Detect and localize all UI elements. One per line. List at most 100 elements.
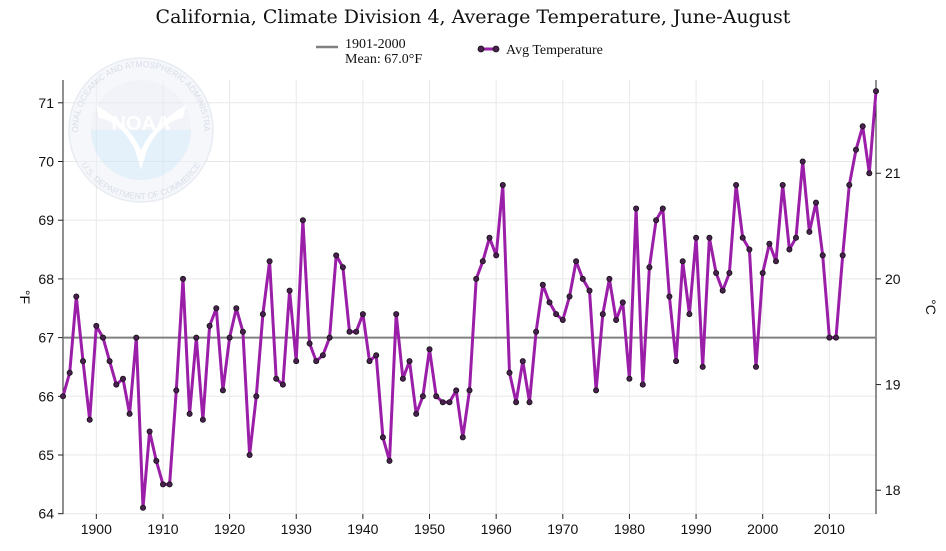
legend-series-label: Avg Temperature <box>506 43 603 58</box>
data-point <box>206 322 213 329</box>
data-point <box>193 334 200 341</box>
data-point <box>419 393 426 400</box>
data-point <box>626 375 633 382</box>
data-point <box>120 375 127 382</box>
data-point <box>299 217 306 224</box>
y-right-tick-label: 20 <box>885 271 901 287</box>
data-point <box>753 363 760 370</box>
data-point <box>126 410 133 417</box>
data-point <box>639 381 646 388</box>
y-right-tick-label: 18 <box>885 482 901 498</box>
y-right-tick-label: 19 <box>885 377 901 393</box>
data-point <box>279 381 286 388</box>
x-tick-label: 1960 <box>481 521 512 537</box>
data-point <box>646 264 653 271</box>
data-point <box>106 358 113 365</box>
data-point <box>499 181 506 188</box>
data-point <box>579 275 586 282</box>
data-point <box>793 234 800 241</box>
data-point <box>519 358 526 365</box>
data-point <box>346 328 353 335</box>
data-point <box>239 328 246 335</box>
data-point <box>473 275 480 282</box>
y-tick-label: 67 <box>38 330 54 346</box>
data-point <box>446 399 453 406</box>
data-point <box>266 258 273 265</box>
data-point <box>779 181 786 188</box>
data-point <box>453 387 460 394</box>
data-point <box>459 434 466 441</box>
data-point <box>759 269 766 276</box>
data-point <box>673 358 680 365</box>
x-tick-label: 1950 <box>414 521 445 537</box>
data-point <box>406 358 413 365</box>
y-axis-label: °F <box>17 290 33 304</box>
data-point <box>113 381 120 388</box>
data-point <box>773 258 780 265</box>
data-point <box>373 352 380 359</box>
data-point <box>539 281 546 288</box>
data-point <box>786 246 793 253</box>
data-point <box>86 416 93 423</box>
y-right-axis-label: °C <box>923 299 939 315</box>
data-point <box>233 305 240 312</box>
y-right-tick-label: 21 <box>885 165 901 181</box>
data-point <box>666 293 673 300</box>
data-point <box>526 399 533 406</box>
y-right-axis-ticks: 18 19 20 21 <box>876 165 901 498</box>
data-point <box>146 428 153 435</box>
data-point <box>366 358 373 365</box>
data-point <box>693 234 700 241</box>
data-point <box>586 287 593 294</box>
x-tick-label: 1910 <box>147 521 178 537</box>
data-point <box>213 305 220 312</box>
data-point <box>606 275 613 282</box>
data-point <box>493 252 500 259</box>
chart-title: California, Climate Division 4, Average … <box>155 6 791 28</box>
data-point <box>839 252 846 259</box>
data-point <box>719 287 726 294</box>
data-point <box>60 393 67 400</box>
legend: 1901-2000 Mean: 67.0°F Avg Temperature <box>316 37 603 67</box>
data-point <box>199 416 206 423</box>
data-point <box>866 170 873 177</box>
x-tick-label: 1970 <box>547 521 578 537</box>
y-axis-ticks: 64 65 66 67 68 69 70 71 <box>38 95 63 522</box>
data-point <box>293 358 300 365</box>
data-point <box>306 340 313 347</box>
data-point <box>393 311 400 318</box>
data-point <box>633 205 640 212</box>
legend-series-marker-right <box>492 45 500 53</box>
x-axis-ticks: 1900 1910 1920 1930 1940 1950 1960 1970 1980 1990… <box>81 514 845 537</box>
y-tick-label: 71 <box>38 95 54 111</box>
data-point <box>619 299 626 306</box>
data-point <box>386 457 393 464</box>
data-point <box>653 217 660 224</box>
data-point <box>319 352 326 359</box>
x-tick-label: 1900 <box>81 521 112 537</box>
data-point <box>133 334 140 341</box>
data-point <box>139 504 146 511</box>
avg-temperature-points <box>60 88 880 511</box>
data-point <box>546 299 553 306</box>
data-point <box>873 88 880 95</box>
data-point <box>353 328 360 335</box>
data-point <box>739 234 746 241</box>
data-point <box>73 293 80 300</box>
data-point <box>246 451 253 458</box>
data-point <box>253 393 260 400</box>
x-tick-label: 2000 <box>747 521 778 537</box>
data-point <box>219 387 226 394</box>
data-point <box>593 387 600 394</box>
data-point <box>399 375 406 382</box>
legend-mean-label: Mean: 67.0°F <box>345 52 422 67</box>
data-point <box>679 258 686 265</box>
data-point <box>313 358 320 365</box>
data-point <box>186 410 193 417</box>
data-point <box>100 334 107 341</box>
data-point <box>66 369 73 376</box>
data-point <box>153 457 160 464</box>
x-tick-label: 1940 <box>347 521 378 537</box>
data-point <box>433 393 440 400</box>
data-point <box>479 258 486 265</box>
